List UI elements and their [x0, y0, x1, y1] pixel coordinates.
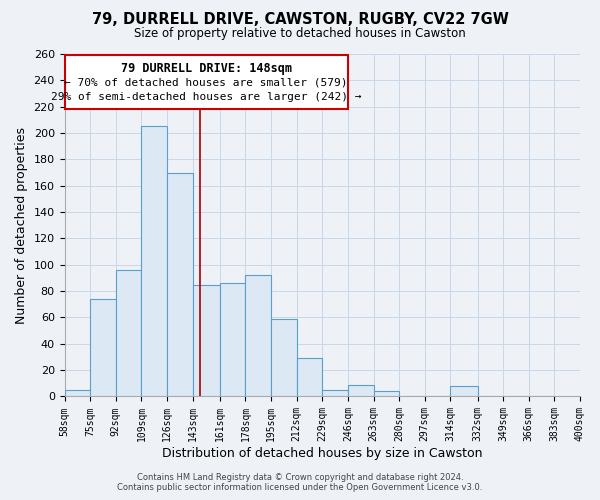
X-axis label: Distribution of detached houses by size in Cawston: Distribution of detached houses by size … [162, 447, 482, 460]
Bar [348, 384, 374, 396]
Text: 29% of semi-detached houses are larger (242) →: 29% of semi-detached houses are larger (… [51, 92, 361, 102]
FancyBboxPatch shape [65, 56, 348, 110]
Bar [245, 276, 271, 396]
Bar [90, 299, 116, 396]
Bar [220, 283, 245, 397]
Text: 79 DURRELL DRIVE: 148sqm: 79 DURRELL DRIVE: 148sqm [121, 62, 292, 75]
Bar [116, 270, 142, 396]
Bar [167, 172, 193, 396]
Bar [142, 126, 167, 396]
Bar [374, 391, 399, 396]
Text: Size of property relative to detached houses in Cawston: Size of property relative to detached ho… [134, 28, 466, 40]
Bar [65, 390, 90, 396]
Bar [322, 390, 348, 396]
Bar [193, 284, 220, 397]
Bar [271, 319, 296, 396]
Bar [451, 386, 478, 396]
Text: Contains HM Land Registry data © Crown copyright and database right 2024.
Contai: Contains HM Land Registry data © Crown c… [118, 473, 482, 492]
Bar [296, 358, 322, 397]
Text: ← 70% of detached houses are smaller (579): ← 70% of detached houses are smaller (57… [64, 78, 348, 88]
Y-axis label: Number of detached properties: Number of detached properties [15, 126, 28, 324]
Text: 79, DURRELL DRIVE, CAWSTON, RUGBY, CV22 7GW: 79, DURRELL DRIVE, CAWSTON, RUGBY, CV22 … [92, 12, 508, 28]
